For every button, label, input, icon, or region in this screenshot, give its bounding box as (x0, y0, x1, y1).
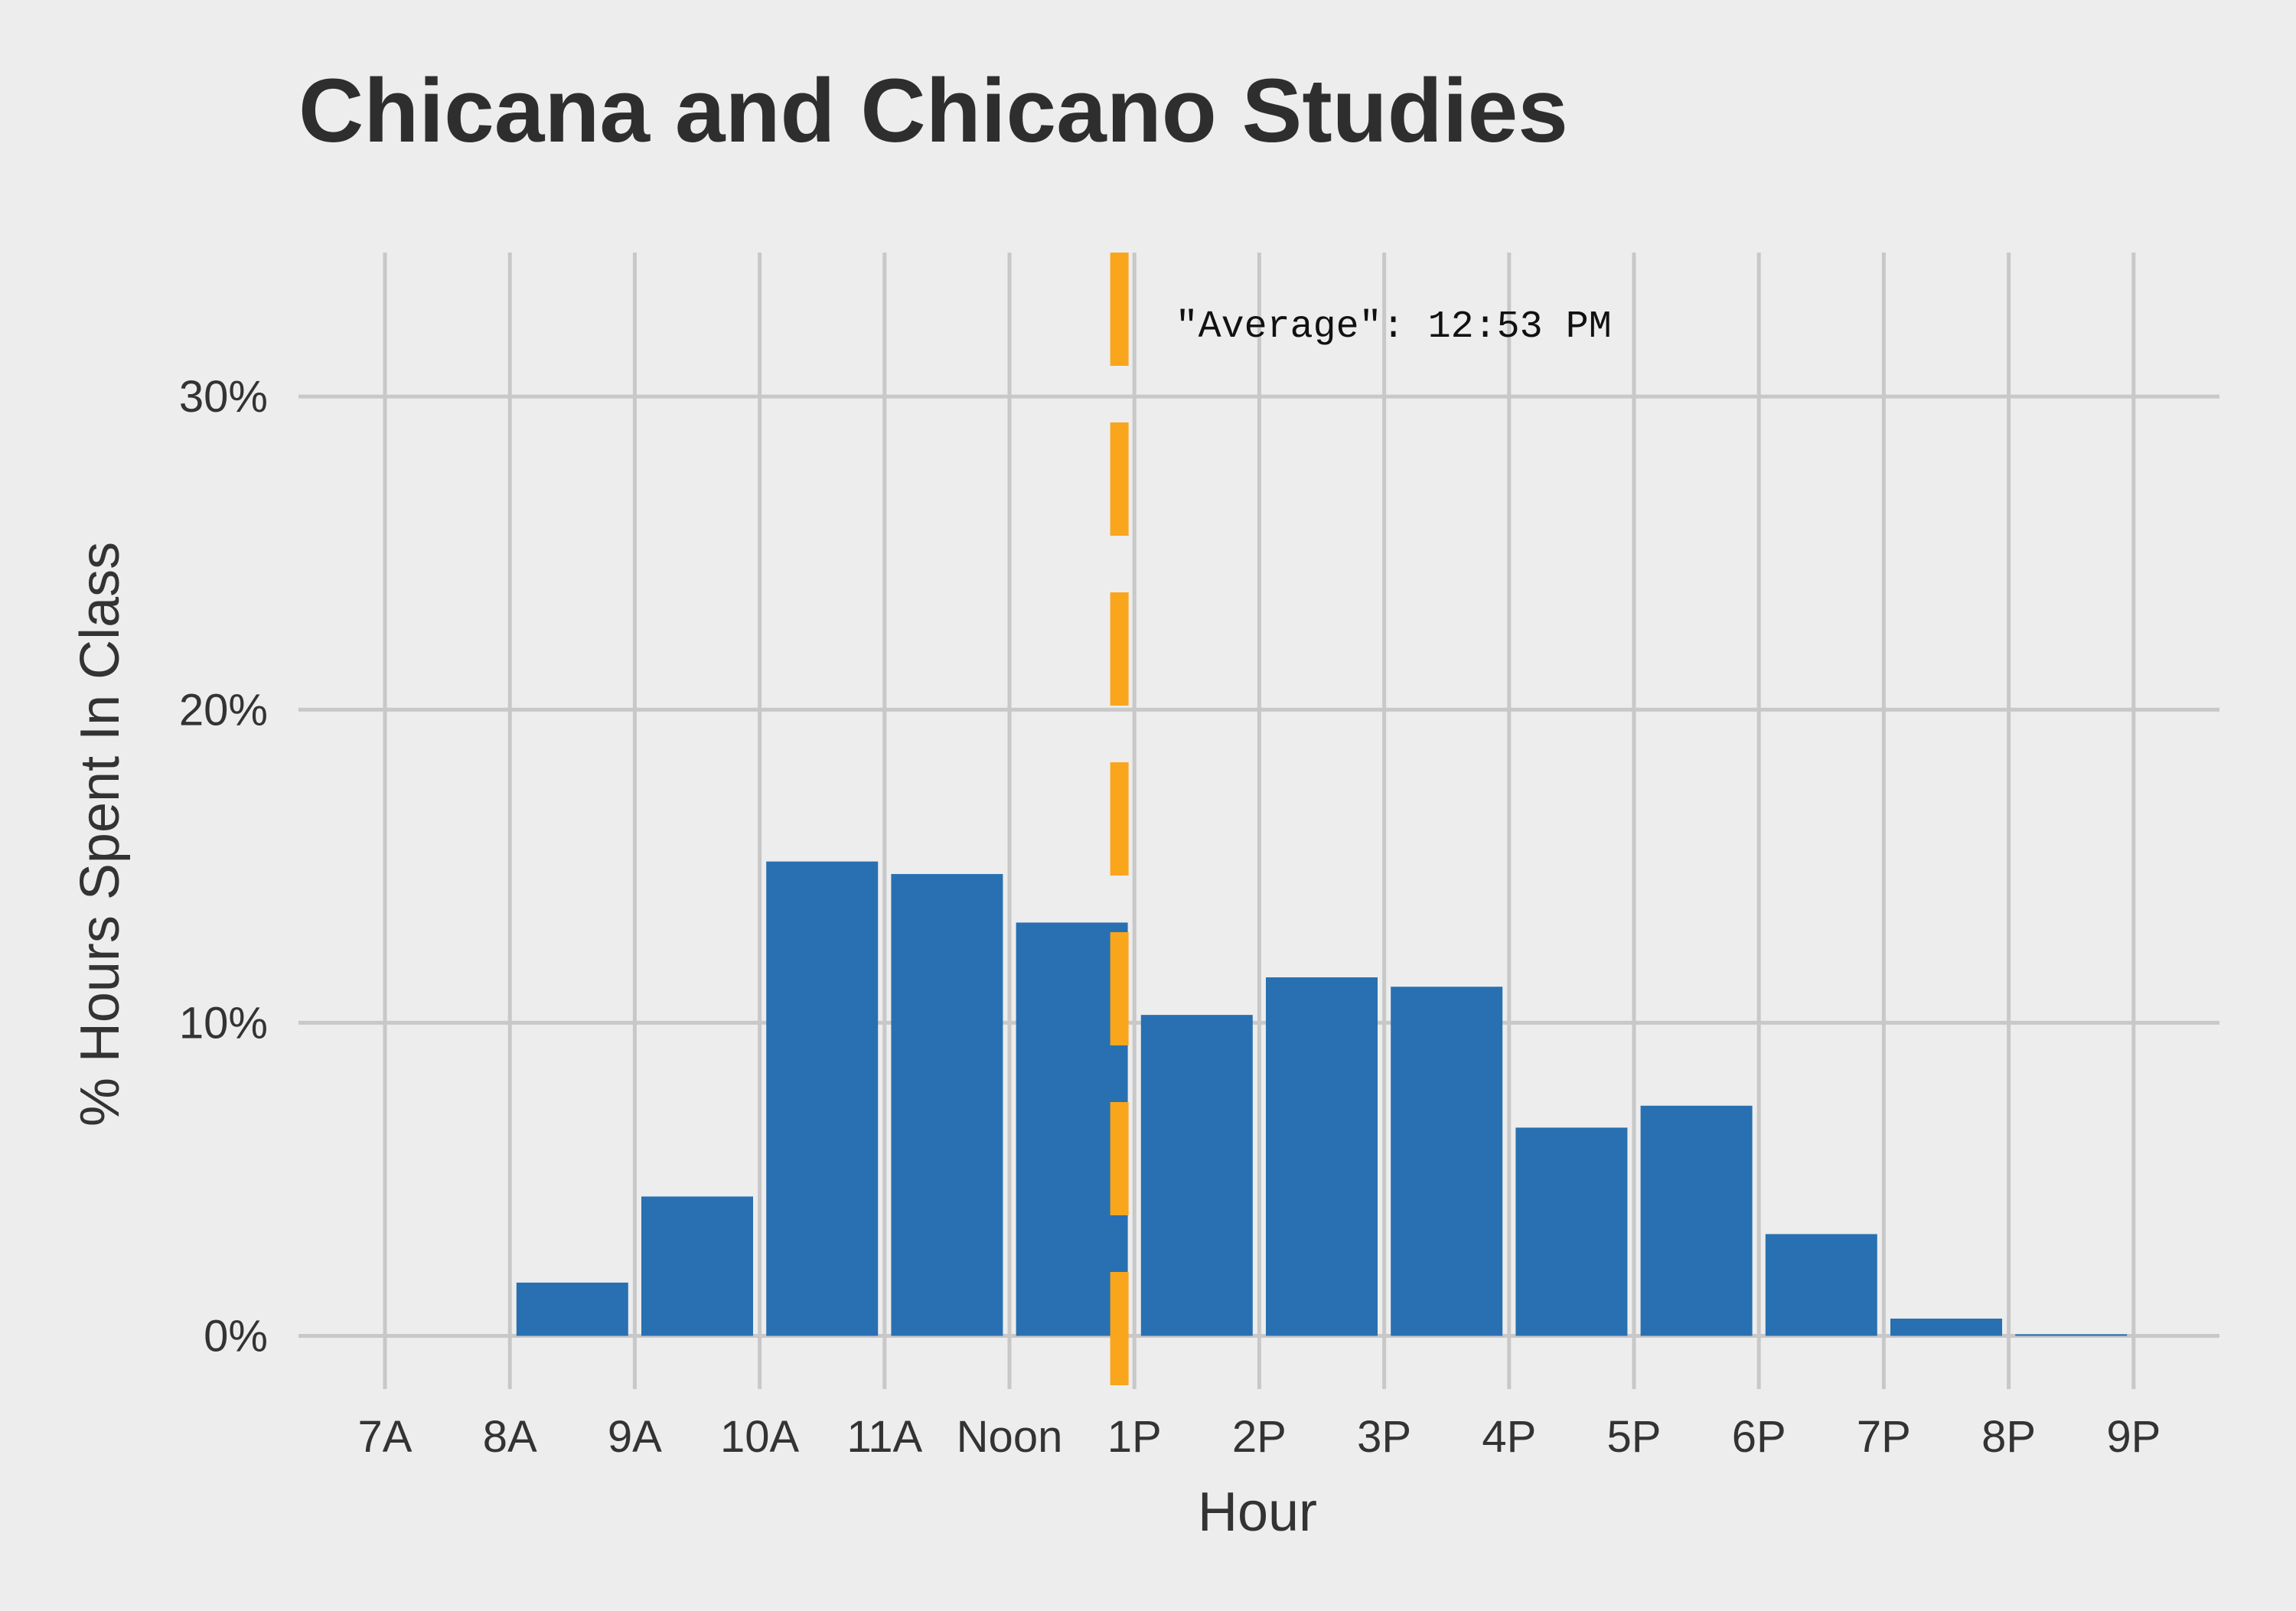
x-tick-label: 3P (1357, 1412, 1411, 1462)
x-tick-label: 7P (1857, 1412, 1911, 1462)
bar (1890, 1318, 2002, 1336)
x-tick-labels: 7A 8A 9A 10A 11A Noon 1P 2P 3P 4P 5P 6P 7P 8P 9P (358, 1412, 2161, 1462)
average-marker: "Average": 12:53 PM (1110, 253, 1612, 1389)
y-tick-label: 30% (179, 372, 268, 422)
y-tick-label: 0% (204, 1311, 268, 1361)
x-axis-label: Hour (1198, 1482, 1317, 1543)
x-tick-label: 10A (720, 1412, 800, 1462)
x-tick-label: 8P (1981, 1412, 2036, 1462)
x-tick-label: 7A (358, 1412, 413, 1462)
x-tick-label: 4P (1482, 1412, 1536, 1462)
bars (516, 861, 2128, 1336)
bar (1016, 922, 1128, 1336)
x-tick-label: 8A (483, 1412, 537, 1462)
bar (1140, 1015, 1253, 1336)
bar (2015, 1334, 2128, 1336)
average-label: "Average": 12:53 PM (1176, 305, 1612, 349)
bar (891, 874, 1003, 1336)
x-tick-label: 2P (1232, 1412, 1287, 1462)
bar (1515, 1127, 1628, 1336)
x-tick-label: 6P (1732, 1412, 1786, 1462)
bar (766, 861, 879, 1336)
x-tick-label: 11A (846, 1412, 922, 1462)
x-tick-label: 1P (1107, 1412, 1162, 1462)
y-tick-label: 10% (179, 998, 268, 1048)
y-axis-label: % Hours Spent In Class (70, 542, 131, 1127)
x-tick-label: 9P (2106, 1412, 2161, 1462)
x-tick-label: Noon (957, 1412, 1063, 1462)
y-tick-label: 20% (179, 685, 268, 735)
x-tick-label: 9A (608, 1412, 662, 1462)
bar (1765, 1234, 1877, 1336)
bar (1266, 977, 1378, 1336)
bar (641, 1196, 753, 1336)
x-tick-label: 5P (1607, 1412, 1662, 1462)
grid (298, 253, 2219, 1389)
bar (516, 1282, 628, 1336)
bar (1391, 986, 1503, 1336)
bar (1640, 1105, 1753, 1336)
chart-title: Chicana and Chicano Studies (298, 60, 1568, 161)
y-tick-labels: 0% 10% 20% 30% (179, 372, 268, 1361)
